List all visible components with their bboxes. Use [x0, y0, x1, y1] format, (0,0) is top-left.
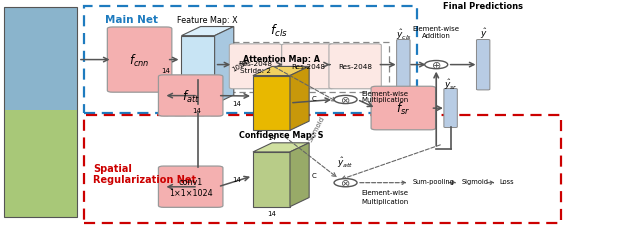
Circle shape	[334, 96, 357, 104]
FancyBboxPatch shape	[229, 45, 282, 89]
FancyBboxPatch shape	[444, 89, 458, 128]
Polygon shape	[181, 27, 234, 36]
Text: Loss: Loss	[499, 178, 514, 184]
FancyBboxPatch shape	[108, 28, 172, 93]
FancyBboxPatch shape	[476, 40, 490, 90]
Text: $f_{cls}$: $f_{cls}$	[270, 23, 288, 39]
Text: conv1
1×1×1024: conv1 1×1×1024	[169, 177, 212, 197]
Polygon shape	[253, 67, 309, 76]
Text: $\hat{y}_{cls}$: $\hat{y}_{cls}$	[396, 28, 412, 42]
Polygon shape	[214, 27, 234, 105]
Text: Element-wise
Addition: Element-wise Addition	[413, 26, 460, 39]
FancyBboxPatch shape	[159, 76, 223, 117]
FancyBboxPatch shape	[4, 8, 77, 217]
Text: Confidence Map: S: Confidence Map: S	[239, 131, 323, 140]
Text: 14: 14	[267, 134, 276, 140]
Polygon shape	[181, 36, 214, 105]
Text: 1024: 1024	[231, 59, 250, 73]
Text: $\hat{y}$: $\hat{y}$	[479, 26, 487, 41]
Text: $\hat{y}_{sr}$: $\hat{y}_{sr}$	[444, 77, 458, 92]
FancyBboxPatch shape	[371, 87, 436, 130]
FancyBboxPatch shape	[282, 45, 334, 89]
Circle shape	[334, 179, 357, 187]
Polygon shape	[253, 152, 290, 207]
Text: Res-2048: Res-2048	[291, 64, 325, 70]
Polygon shape	[253, 143, 309, 152]
Text: Multiplication: Multiplication	[362, 97, 409, 103]
Text: Sigmoid: Sigmoid	[308, 115, 326, 142]
Polygon shape	[290, 67, 309, 131]
Text: C: C	[312, 96, 317, 102]
Text: Main Net: Main Net	[105, 15, 158, 25]
Text: Res-2048: Res-2048	[338, 64, 372, 70]
Text: Sigmoid: Sigmoid	[461, 178, 488, 184]
Text: Feature Map: X: Feature Map: X	[177, 16, 238, 25]
Text: Sum-pooling: Sum-pooling	[413, 178, 454, 184]
FancyBboxPatch shape	[4, 110, 77, 217]
Text: $f_{att}$: $f_{att}$	[182, 88, 200, 104]
Text: Multiplication: Multiplication	[362, 198, 409, 204]
Text: Attention Map: A: Attention Map: A	[243, 55, 319, 64]
Text: $f_{cnn}$: $f_{cnn}$	[129, 52, 150, 68]
FancyBboxPatch shape	[159, 166, 223, 207]
Text: Element-wise: Element-wise	[362, 90, 408, 96]
Text: $\hat{y}_{att}$: $\hat{y}_{att}$	[337, 155, 354, 170]
Text: 14: 14	[161, 68, 170, 74]
FancyBboxPatch shape	[397, 40, 410, 90]
Text: Element-wise: Element-wise	[362, 189, 408, 195]
Text: $f_{sr}$: $f_{sr}$	[396, 101, 410, 117]
Polygon shape	[253, 76, 290, 131]
Text: Res-2048
Stride: 2: Res-2048 Stride: 2	[239, 61, 273, 74]
Text: $\oplus$: $\oplus$	[431, 60, 442, 71]
Text: $\otimes$: $\otimes$	[340, 177, 351, 188]
Text: 14: 14	[267, 210, 276, 216]
Text: C: C	[312, 172, 317, 178]
Circle shape	[425, 61, 448, 69]
Text: 14: 14	[192, 108, 201, 114]
Text: $\otimes$: $\otimes$	[340, 95, 351, 106]
Text: Final Predictions: Final Predictions	[444, 2, 524, 11]
FancyBboxPatch shape	[329, 45, 381, 89]
Polygon shape	[290, 143, 309, 207]
Text: 14: 14	[232, 101, 241, 106]
Text: 14: 14	[232, 177, 241, 183]
Text: Spatial
Regularization Net: Spatial Regularization Net	[93, 163, 196, 185]
